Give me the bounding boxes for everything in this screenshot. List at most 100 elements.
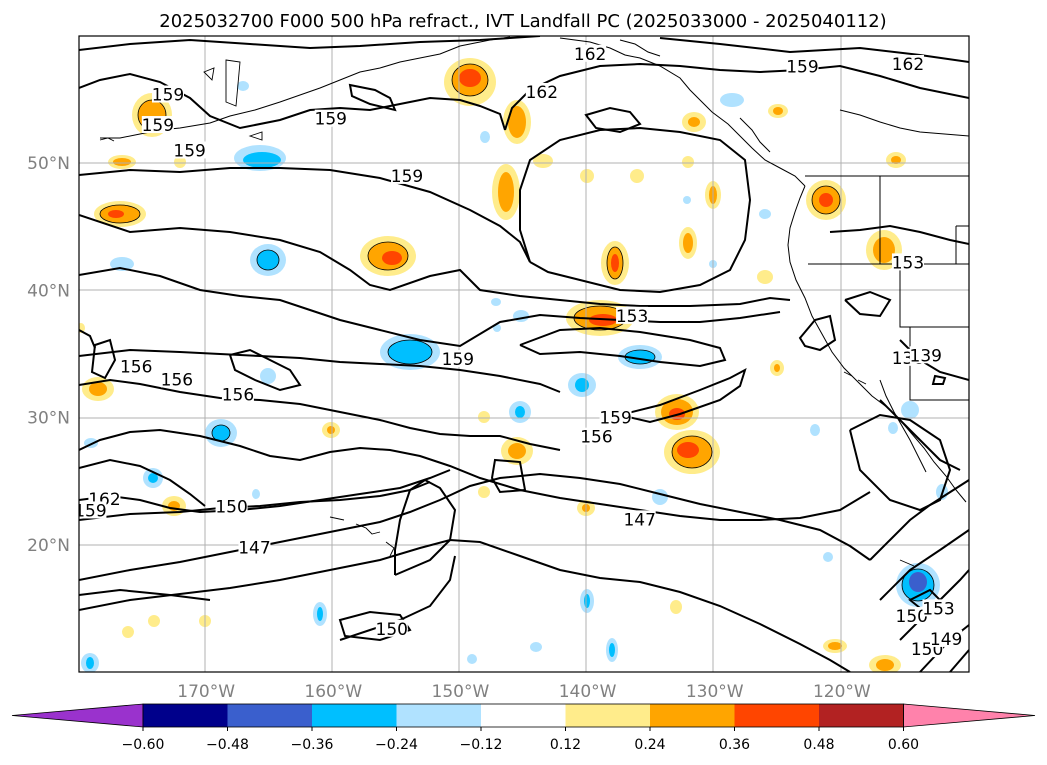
colorbar-tick-label: −0.48 [206,737,249,753]
negative-anomaly-patch [480,131,490,143]
positive-anomaly-patch [601,241,629,285]
positive-anomaly-patch [823,639,847,653]
colorbar-segment [396,704,482,727]
longitude-tick-label: 120°W [813,682,871,702]
contour-150-south [79,538,851,672]
negative-anomaly-patch [683,196,691,204]
map-frame [78,35,970,673]
positive-anomaly-patch [630,169,644,183]
latitude-tick-label: 50°N [27,154,70,174]
contour-label: 159 [173,141,205,161]
contour-153-south [339,555,456,641]
map-title: 2025032700 F000 500 hPa refract., IVT La… [159,11,886,32]
contour-label-background [441,350,474,368]
negative-anomaly-patch [810,424,820,436]
colorbar-segment [565,704,651,727]
contour-small-loop-5 [798,314,837,352]
contour-east-5 [949,649,969,672]
contour-label-background [930,629,963,647]
colorbar-tick-label: 0.60 [888,737,919,753]
negative-anomaly-patch [759,209,771,219]
contour-label-background [891,253,924,271]
contour-small-loop-4 [338,610,412,642]
contour-labels: 1621621591591591591591621591531531591561… [79,44,963,660]
contour-label-background [152,85,184,103]
contour-label: 162 [892,55,924,75]
contour-label-background [895,607,928,625]
contour-small-loop-6 [79,588,211,601]
contour-156-west [79,214,791,307]
contour-159-southwest [79,469,451,514]
contour-label-background [391,166,424,184]
contour-east-coast-5 [931,374,947,385]
negative-anomaly-patch [491,298,501,306]
latitude-labels: 20°N 30°N 40°N 50°N [27,154,70,556]
negative-anomaly-patch [313,602,327,626]
positive-anomaly-patch [682,156,694,168]
negative-anomaly-patch [606,638,618,662]
contour-label-background [173,141,206,159]
latitude-tick-label: 20°N [27,536,70,556]
contour-small-loop-7 [584,106,642,134]
negative-anomaly-patch [888,422,898,434]
contour-label-background [314,109,347,127]
positive-anomaly-patch [444,58,496,106]
contour-label: 147 [238,538,270,558]
negative-anomaly-patch [260,368,276,384]
negative-anomaly-patch [720,93,744,107]
negative-anomaly-patch [823,552,833,562]
negative-anomaly-patch [143,468,163,488]
positive-anomaly-patch [322,422,340,438]
contour-east-coast-4 [879,399,961,471]
colorbar-segment [481,704,566,727]
contour-153-loop [519,326,727,368]
latitude-tick-label: 30°N [27,409,70,429]
contour-label: 147 [623,510,655,530]
positive-anomaly-patch [533,154,553,168]
contour-label: 150 [376,620,408,640]
contour-label: 156 [161,370,193,390]
positive-anomaly-patch [122,626,134,638]
contour-label-background [238,538,271,556]
colorbar-segment [312,704,397,727]
contour-156-south [79,428,871,521]
contour-label-background [160,370,193,388]
colorbar-tick-label: −0.36 [291,737,334,753]
positive-anomaly-patch [148,615,160,627]
contour-162-northeast [659,37,969,63]
contour-east-1 [869,479,969,561]
contour-label-background [574,44,607,62]
contour-label-background [141,116,174,134]
contour-150-loop [394,478,457,576]
positive-anomaly-patch [492,164,520,220]
contour-label: 162 [526,83,558,103]
colorbar-segment [227,704,313,727]
contour-label: 150 [215,498,247,518]
contour-small-loop-3 [490,458,527,494]
contour-label: 159 [391,167,423,187]
colorbar-tick-label: 0.24 [634,737,665,753]
contour-label: 156 [222,386,254,406]
contour-label: 159 [599,409,631,429]
contour-east-coast-1 [829,224,969,245]
contour-label-background [580,427,613,445]
contour-159-northwest [79,167,531,263]
positive-anomaly-patch [768,104,788,118]
negative-anomaly-patch [530,642,542,652]
contour-label-background [79,501,107,519]
contour-label: 149 [930,630,962,650]
contour-label: 153 [922,599,954,619]
contour-label-background [922,599,955,617]
colorbar-segment [650,704,735,727]
colorbar-extend-min [11,703,144,728]
contour-east-2 [879,529,969,601]
contour-label: 159 [142,116,174,136]
positive-anomaly-patch [174,156,186,168]
negative-anomaly-patch [234,145,286,171]
negative-anomaly-patch [250,244,286,276]
contour-label: 153 [892,253,924,273]
colorbar-segment [819,704,904,727]
negative-anomaly-patch [110,257,134,271]
contour-label: 159 [786,58,818,78]
